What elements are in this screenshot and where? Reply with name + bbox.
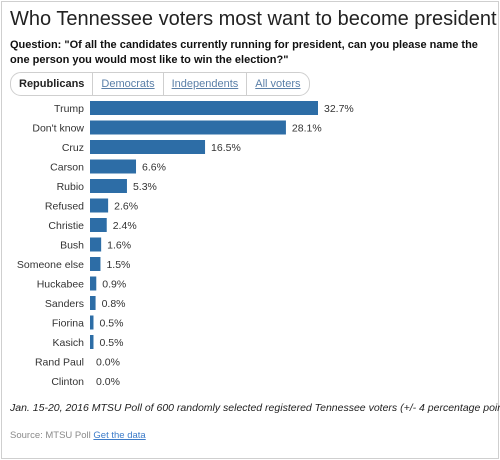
bar (90, 179, 127, 193)
category-label: Don't know (32, 123, 84, 135)
category-label: Someone else (17, 259, 84, 271)
value-label: 1.6% (107, 240, 131, 252)
value-label: 16.5% (211, 142, 241, 154)
value-label: 2.4% (113, 220, 137, 232)
tab-independents[interactable]: Independents (162, 73, 247, 95)
source-text: Source: MTSU Poll (10, 430, 91, 441)
category-label: Bush (60, 240, 84, 252)
category-label: Kasich (52, 337, 84, 349)
category-label: Huckabee (37, 279, 84, 291)
bar (90, 101, 318, 115)
category-label: Carson (50, 162, 84, 174)
get-data-link[interactable]: Get the data (93, 430, 146, 441)
bar (90, 198, 109, 213)
bar-chart: Trump 32.7% Don't know 28.1% Cruz 16.5% Carson… (17, 101, 354, 388)
value-label: 0.5% (99, 337, 123, 349)
bar (90, 140, 206, 154)
category-label: Christie (48, 220, 84, 232)
chart-title: Who Tennessee voters most want to become… (10, 8, 497, 30)
tab-republicans[interactable]: Republicans (19, 78, 85, 90)
category-label: Rubio (57, 181, 85, 193)
category-label: Clinton (51, 376, 84, 388)
value-label: 0.0% (96, 357, 120, 369)
category-label: Fiorina (52, 318, 84, 330)
bar (90, 237, 102, 252)
value-label: 0.0% (96, 376, 120, 388)
value-label: 32.7% (324, 103, 354, 115)
tab-democrats[interactable]: Democrats (92, 73, 162, 95)
value-label: 6.6% (142, 162, 166, 174)
value-label: 0.5% (99, 318, 123, 330)
category-label: Rand Paul (35, 357, 84, 369)
category-label: Cruz (62, 142, 84, 154)
tab-all-voters[interactable]: All voters (246, 73, 308, 95)
bar (90, 315, 94, 330)
bar (90, 218, 107, 232)
bar (90, 335, 94, 349)
party-tabs: Republicans Democrats Independents All v… (10, 72, 310, 96)
value-label: 0.8% (102, 298, 126, 310)
category-label: Trump (54, 103, 84, 115)
value-label: 0.9% (102, 279, 126, 291)
bar (90, 120, 286, 135)
bar (90, 257, 101, 271)
category-label: Refused (45, 201, 84, 213)
value-label: 28.1% (292, 123, 322, 135)
value-label: 2.6% (114, 201, 138, 213)
poll-footnote: Jan. 15-20, 2016 MTSU Poll of 600 random… (10, 402, 500, 414)
category-label: Sanders (45, 298, 84, 310)
value-label: 1.5% (106, 259, 130, 271)
source-line: Source: MTSU Poll Get the data (10, 430, 146, 441)
value-label: 5.3% (133, 181, 157, 193)
bar (90, 276, 97, 291)
bar (90, 296, 96, 310)
poll-question: Question: "Of all the candidates current… (10, 39, 478, 66)
bar (90, 159, 137, 174)
